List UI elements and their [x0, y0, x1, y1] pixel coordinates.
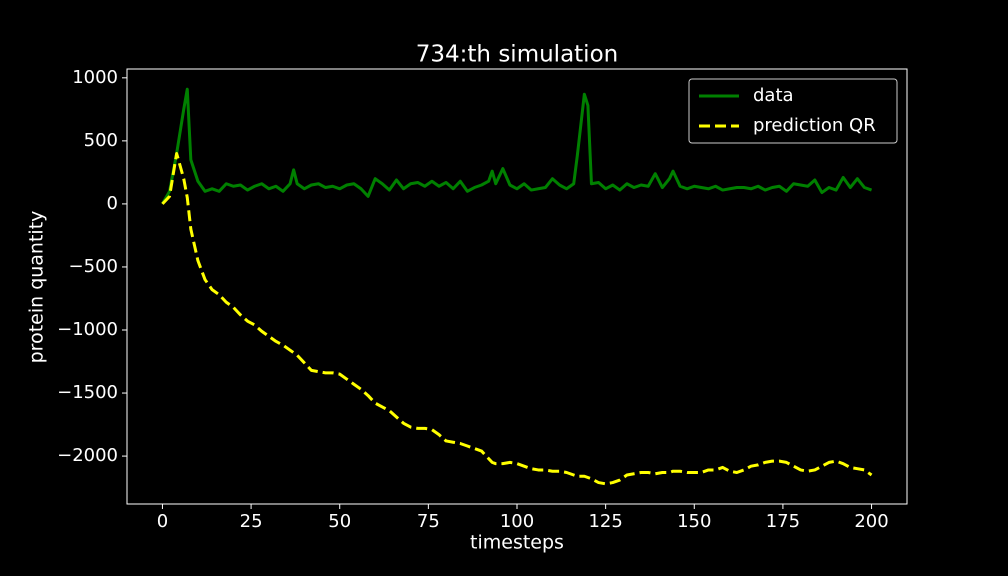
y-tick-label: 1000 [72, 67, 118, 88]
y-tick-label: 0 [107, 193, 118, 214]
y-tick-label: −1500 [57, 382, 118, 403]
x-tick-label: 75 [417, 511, 440, 532]
plot-frame [126, 68, 908, 505]
legend-box [688, 78, 898, 144]
y-tick-label: −2000 [57, 445, 118, 466]
x-tick-label: 25 [240, 511, 263, 532]
x-tick-label: 175 [766, 511, 800, 532]
x-tick-label: 125 [588, 511, 622, 532]
data-line [161, 87, 873, 205]
legend-label: data [753, 85, 794, 106]
x-tick-label: 100 [500, 511, 534, 532]
x-tick-label: 150 [677, 511, 711, 532]
y-axis-label: protein quantity [26, 211, 48, 364]
y-tick-label: 500 [84, 130, 118, 151]
y-tick-label: −500 [69, 256, 118, 277]
x-axis-label: timesteps [470, 532, 564, 554]
y-tick-label: −1000 [57, 319, 118, 340]
x-tick-label: 50 [328, 511, 351, 532]
chart-title: 734:th simulation [416, 42, 618, 68]
data-line [161, 151, 873, 486]
x-tick-label: 0 [157, 511, 168, 532]
legend-label: prediction QR [753, 115, 876, 136]
x-tick-label: 200 [854, 511, 888, 532]
